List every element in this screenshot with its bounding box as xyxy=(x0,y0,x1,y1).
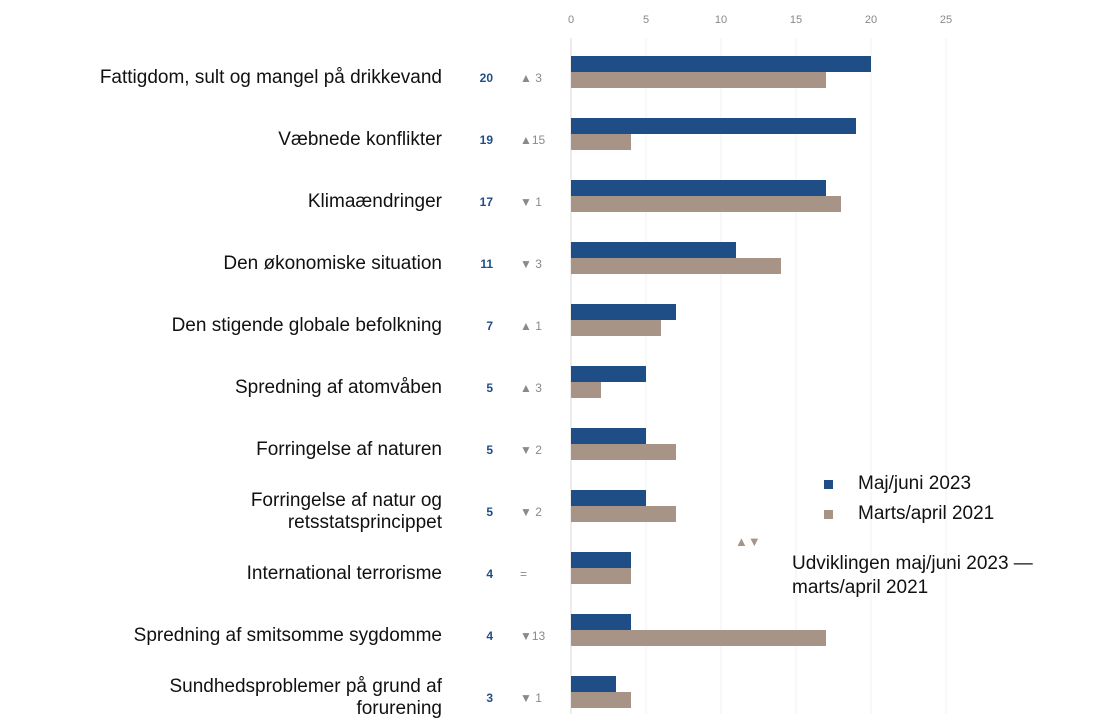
value-label: 3 xyxy=(486,691,493,705)
bar xyxy=(571,692,631,708)
bar xyxy=(571,382,601,398)
category-label: Den stigende globale befolkning xyxy=(171,315,442,336)
legend-note: Udviklingen maj/juni 2023 — marts/april … xyxy=(792,553,1033,598)
legend-label: Marts/april 2021 xyxy=(858,503,995,524)
value-label: 5 xyxy=(486,505,493,519)
x-tick-label: 0 xyxy=(568,14,574,26)
category-label: Væbnede konflikter xyxy=(278,129,442,150)
category-label: Spredning af atomvåben xyxy=(234,377,442,398)
bar xyxy=(571,242,736,258)
x-tick-label: 25 xyxy=(940,14,952,26)
change-label: ▼ 2 xyxy=(520,505,542,519)
bar xyxy=(571,180,826,196)
category-label: Fattigdom, sult og mangel på drikkevand xyxy=(99,67,442,88)
value-label: 20 xyxy=(479,71,493,85)
legend-symbol: ▲▼ xyxy=(735,534,761,549)
category-label: Den økonomiske situation xyxy=(223,253,442,274)
bar xyxy=(571,72,826,88)
bar xyxy=(571,134,631,150)
bar xyxy=(571,444,676,460)
x-tick-label: 20 xyxy=(865,14,877,26)
change-label: ▼ 2 xyxy=(520,443,542,457)
bar xyxy=(571,366,646,382)
value-label: 17 xyxy=(479,195,493,209)
bar xyxy=(571,630,826,646)
x-tick-label: 10 xyxy=(715,14,727,26)
change-label: = xyxy=(520,567,528,581)
value-label: 5 xyxy=(486,443,493,457)
bar xyxy=(571,258,781,274)
x-tick-label: 5 xyxy=(643,14,649,26)
bar xyxy=(571,614,631,630)
bar xyxy=(571,118,856,134)
value-label: 19 xyxy=(479,133,493,147)
bar xyxy=(571,568,631,584)
value-label: 11 xyxy=(480,257,493,271)
legend-swatch xyxy=(824,510,833,519)
change-label: ▲ 3 xyxy=(520,381,542,395)
category-label: Forringelse af natur og retsstatsprincip… xyxy=(250,490,442,533)
bar xyxy=(571,304,676,320)
change-label: ▼ 3 xyxy=(520,257,542,271)
bar xyxy=(571,428,646,444)
legend-swatch xyxy=(824,480,833,489)
bar xyxy=(571,490,646,506)
change-label: ▲ 1 xyxy=(520,319,542,333)
change-label: ▼ 1 xyxy=(520,691,542,705)
bar xyxy=(571,56,871,72)
bar xyxy=(571,196,841,212)
category-label: International terrorisme xyxy=(246,563,442,584)
value-label: 7 xyxy=(486,319,493,333)
bar xyxy=(571,320,661,336)
bar xyxy=(571,506,676,522)
value-label: 5 xyxy=(486,381,493,395)
change-label: ▲15 xyxy=(520,133,546,147)
change-label: ▼ 1 xyxy=(520,195,542,209)
category-label: Klimaændringer xyxy=(307,191,442,212)
x-tick-label: 15 xyxy=(790,14,802,26)
category-label: Spredning af smitsomme sygdomme xyxy=(133,625,442,646)
legend-label: Maj/juni 2023 xyxy=(858,473,972,494)
value-label: 4 xyxy=(486,629,493,643)
value-label: 4 xyxy=(486,567,493,581)
change-label: ▼13 xyxy=(520,629,546,643)
bar xyxy=(571,552,631,568)
change-label: ▲ 3 xyxy=(520,71,542,85)
bar xyxy=(571,676,616,692)
category-label: Forringelse af naturen xyxy=(256,439,442,460)
category-label: Sundhedsproblemer på grund af forurening xyxy=(169,676,442,719)
